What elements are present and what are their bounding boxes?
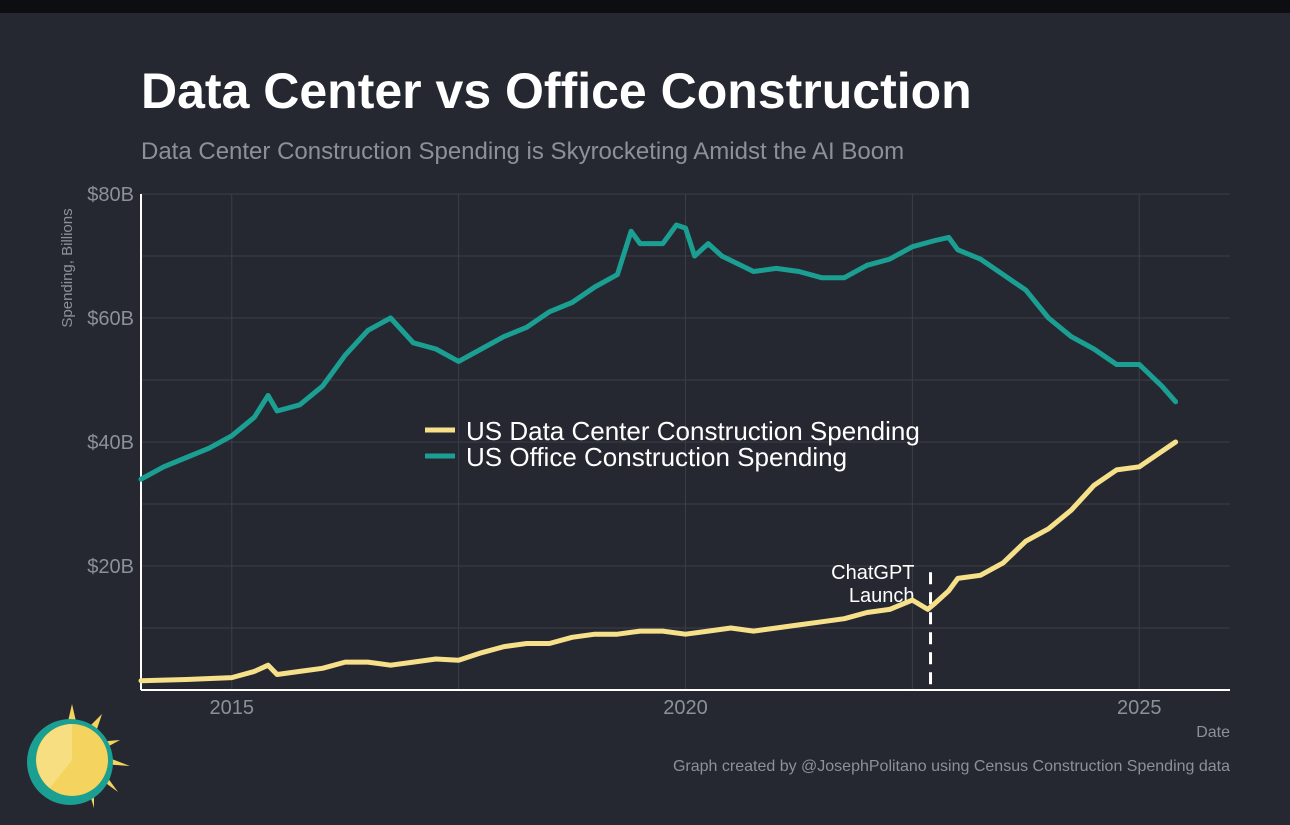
series-line-office: [138, 222, 1179, 482]
annotation-label: Launch: [849, 585, 915, 607]
x-tick-label: 2020: [663, 697, 708, 719]
x-tick-label: 2015: [210, 697, 255, 719]
legend: US Data Center Construction Spending US …: [425, 416, 920, 472]
x-tick-label: 2025: [1117, 697, 1162, 719]
legend-label-data-center: US Data Center Construction Spending: [466, 416, 920, 446]
chart-title: Data Center vs Office Construction: [141, 63, 972, 119]
series-lines: [138, 222, 1179, 684]
series-line-data-center: [138, 439, 1179, 684]
y-axis-label: Spending, Billions: [59, 208, 76, 327]
chart-subtitle: Data Center Construction Spending is Sky…: [141, 138, 905, 165]
annotation-label: ChatGPT: [831, 562, 914, 584]
sun-icon: [27, 704, 130, 808]
legend-label-office: US Office Construction Spending: [466, 442, 847, 472]
source-credit: Graph created by @JosephPolitano using C…: [672, 758, 1230, 775]
y-tick-label: $20B: [87, 556, 134, 578]
y-tick-label: $60B: [87, 308, 134, 330]
y-tick-label: $80B: [87, 184, 134, 206]
top-bar: [0, 0, 1290, 13]
x-tick-labels: 2015 2020 2025: [210, 697, 1162, 719]
y-tick-labels: $20B $40B $60B $80B: [87, 184, 134, 578]
x-axis-label: Date: [1196, 724, 1230, 741]
y-tick-label: $40B: [87, 432, 134, 454]
axes: [140, 194, 1230, 691]
